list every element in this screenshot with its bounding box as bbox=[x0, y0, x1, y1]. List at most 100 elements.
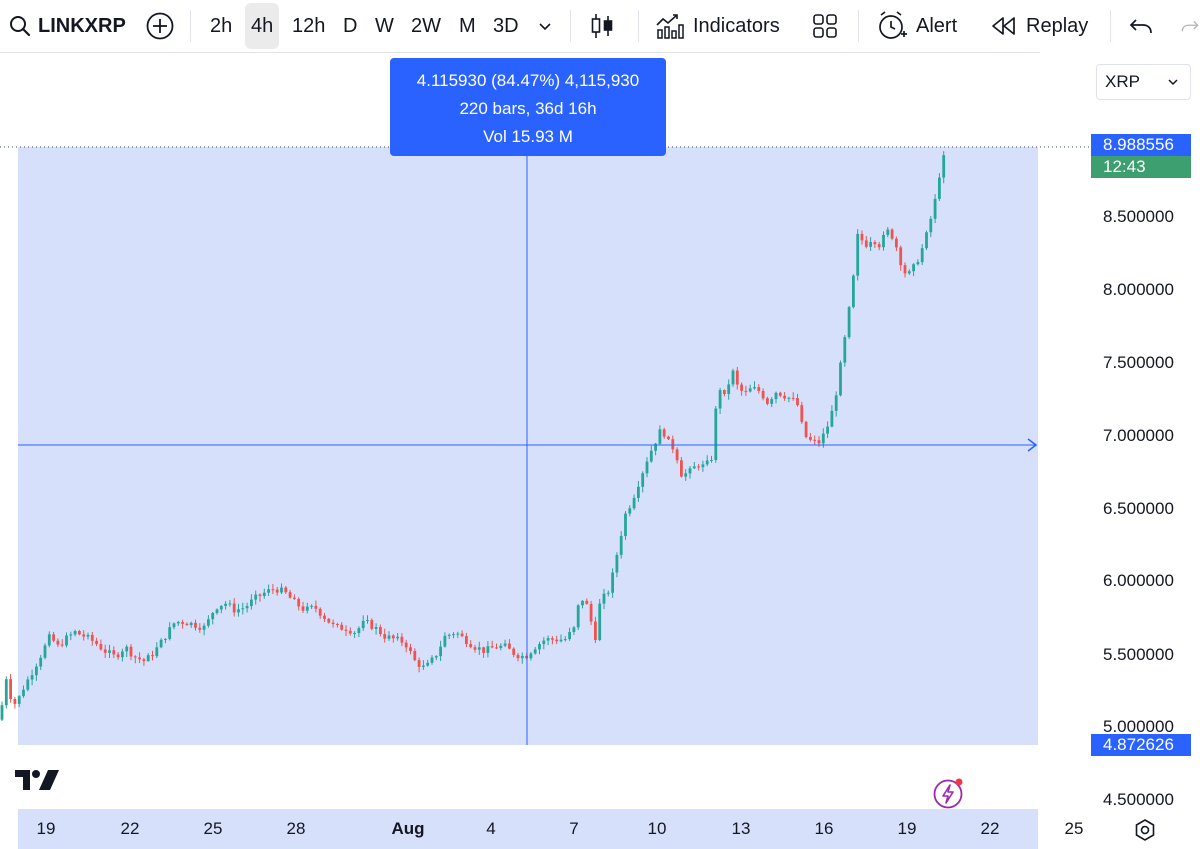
candle bbox=[520, 652, 524, 664]
candle-body bbox=[710, 459, 713, 461]
interval-label: 12h bbox=[292, 14, 326, 37]
candle-body bbox=[624, 513, 627, 536]
candle bbox=[800, 401, 804, 424]
indicators-button[interactable]: Indicators bbox=[655, 0, 780, 52]
candle bbox=[469, 640, 473, 649]
interval-label: W bbox=[375, 14, 394, 37]
candle bbox=[293, 594, 296, 600]
layout-button[interactable] bbox=[812, 0, 838, 52]
candle-body bbox=[331, 622, 335, 625]
candle bbox=[761, 388, 765, 401]
compare-symbol-button[interactable] bbox=[144, 0, 176, 52]
candle-body bbox=[465, 636, 468, 645]
candle-body bbox=[551, 638, 554, 640]
candle-body bbox=[847, 307, 851, 338]
candle bbox=[895, 236, 898, 252]
candle-body bbox=[508, 643, 511, 649]
chart-settings-button[interactable] bbox=[1133, 818, 1157, 847]
alert-button[interactable]: Alert bbox=[876, 0, 957, 52]
interval-12h[interactable]: 12h bbox=[286, 3, 331, 49]
candle-body bbox=[129, 646, 133, 657]
interval-m[interactable]: M bbox=[453, 3, 482, 49]
candle bbox=[262, 588, 266, 599]
candle bbox=[701, 460, 705, 472]
candle-body bbox=[839, 362, 842, 396]
candle bbox=[477, 641, 481, 655]
range-measure-tooltip: 4.115930 (84.47%) 4,115,930 220 bars, 36… bbox=[390, 58, 666, 156]
candle-body bbox=[336, 624, 339, 626]
candle-body bbox=[327, 618, 331, 623]
candle-body bbox=[258, 594, 262, 597]
quick-trade-button[interactable] bbox=[932, 777, 966, 816]
candle bbox=[181, 619, 184, 629]
candle-body bbox=[456, 633, 460, 635]
candle-body bbox=[641, 473, 645, 487]
price-tick: 4.500000 bbox=[1103, 790, 1174, 809]
candle bbox=[723, 389, 726, 397]
candle-body bbox=[684, 473, 688, 477]
candle-body bbox=[482, 647, 485, 653]
interval-4h[interactable]: 4h bbox=[245, 3, 280, 49]
interval-label: D bbox=[343, 14, 358, 37]
candle bbox=[615, 552, 619, 578]
interval-3d[interactable]: 3D bbox=[487, 3, 525, 49]
price-tick: 5.500000 bbox=[1103, 645, 1174, 664]
candle-body bbox=[224, 603, 227, 606]
candle bbox=[314, 600, 318, 613]
candle bbox=[344, 625, 348, 636]
candle bbox=[417, 657, 421, 673]
candle-body bbox=[933, 198, 937, 219]
interval-d[interactable]: D bbox=[337, 3, 363, 49]
symbol-search-button[interactable]: LINKXRP bbox=[8, 0, 126, 52]
candle bbox=[112, 646, 116, 658]
candle-body bbox=[344, 629, 348, 631]
candle bbox=[864, 235, 868, 249]
time-tick: 4 bbox=[486, 819, 496, 838]
time-tick: 13 bbox=[731, 819, 751, 838]
interval-w[interactable]: W bbox=[369, 3, 400, 49]
price-tick: 8.000000 bbox=[1103, 280, 1174, 299]
candle-body bbox=[447, 634, 451, 636]
tradingview-logo[interactable] bbox=[14, 768, 60, 797]
interval-2w[interactable]: 2W bbox=[405, 3, 447, 49]
candle-body bbox=[727, 384, 731, 394]
candle-body bbox=[232, 603, 236, 613]
chevron-down-icon bbox=[1168, 79, 1178, 86]
candle bbox=[546, 635, 550, 646]
currency-select[interactable]: XRP bbox=[1096, 64, 1191, 100]
candle-body bbox=[95, 640, 98, 645]
candle bbox=[606, 590, 610, 597]
candle bbox=[692, 462, 696, 470]
candle bbox=[69, 631, 73, 641]
candle-body bbox=[942, 155, 946, 178]
time-tick: 22 bbox=[120, 819, 140, 838]
interval-2h[interactable]: 2h bbox=[204, 3, 238, 49]
price-tick: 5.000000 bbox=[1103, 717, 1174, 736]
undo-button[interactable] bbox=[1128, 0, 1154, 52]
candle bbox=[241, 602, 245, 615]
candle-body bbox=[422, 665, 425, 667]
candle bbox=[675, 447, 679, 464]
candle-body bbox=[267, 589, 270, 593]
indicators-label: Indicators bbox=[693, 14, 780, 37]
candle-body bbox=[52, 634, 55, 641]
candle-body bbox=[383, 634, 387, 639]
candle bbox=[275, 587, 279, 596]
candle bbox=[503, 639, 507, 648]
candle-body bbox=[662, 429, 666, 437]
price-scale-background[interactable] bbox=[1040, 52, 1200, 849]
replay-button[interactable]: Replay bbox=[990, 0, 1088, 52]
chart-type-button[interactable] bbox=[588, 0, 616, 52]
candle-body bbox=[520, 655, 524, 659]
interval-dropdown-button[interactable] bbox=[536, 0, 554, 52]
candle-body bbox=[585, 600, 589, 604]
candle bbox=[460, 630, 464, 638]
candle bbox=[271, 584, 275, 595]
candle-body bbox=[873, 242, 877, 245]
candle bbox=[198, 623, 202, 633]
candle bbox=[133, 655, 137, 664]
candle-body bbox=[611, 572, 614, 593]
redo-button[interactable] bbox=[1180, 0, 1200, 52]
candle-body bbox=[619, 535, 623, 555]
